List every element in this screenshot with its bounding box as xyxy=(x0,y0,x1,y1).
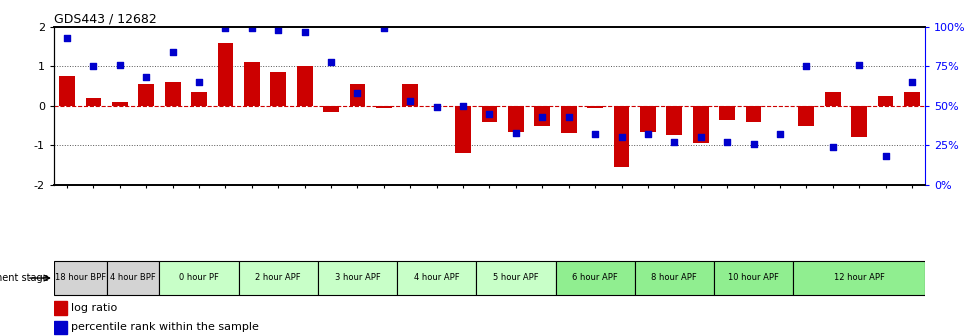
Point xyxy=(666,139,682,145)
FancyBboxPatch shape xyxy=(54,261,107,295)
Point xyxy=(877,154,893,159)
Text: 12 hour APF: 12 hour APF xyxy=(833,273,884,282)
FancyBboxPatch shape xyxy=(318,261,397,295)
Bar xyxy=(798,106,814,126)
Bar xyxy=(217,43,233,106)
Text: 4 hour BPF: 4 hour BPF xyxy=(111,273,156,282)
Bar xyxy=(138,84,154,106)
Point xyxy=(85,64,101,69)
FancyBboxPatch shape xyxy=(476,261,555,295)
Point xyxy=(534,114,550,120)
Point xyxy=(244,26,259,31)
Point xyxy=(613,135,629,140)
FancyBboxPatch shape xyxy=(239,261,318,295)
Point xyxy=(692,135,708,140)
Bar xyxy=(111,102,128,106)
Text: GDS443 / 12682: GDS443 / 12682 xyxy=(54,13,156,26)
Point xyxy=(719,139,734,145)
Bar xyxy=(903,92,919,106)
Point xyxy=(376,26,391,31)
Text: 2 hour APF: 2 hour APF xyxy=(255,273,301,282)
Bar xyxy=(876,96,893,106)
Point xyxy=(640,132,655,137)
Text: 6 hour APF: 6 hour APF xyxy=(572,273,617,282)
FancyBboxPatch shape xyxy=(107,261,159,295)
Text: 5 hour APF: 5 hour APF xyxy=(493,273,538,282)
Point xyxy=(164,49,180,55)
Bar xyxy=(191,92,206,106)
Bar xyxy=(54,321,67,334)
Point xyxy=(824,144,840,150)
Text: 0 hour PF: 0 hour PF xyxy=(179,273,219,282)
Point xyxy=(191,80,206,85)
Bar xyxy=(54,301,67,315)
Point xyxy=(745,141,761,146)
Point xyxy=(323,59,338,64)
Point xyxy=(428,105,444,110)
Point xyxy=(217,26,233,31)
Bar xyxy=(508,106,523,131)
Bar xyxy=(534,106,550,126)
Point xyxy=(270,27,286,33)
Bar xyxy=(640,106,655,131)
Text: 8 hour APF: 8 hour APF xyxy=(650,273,696,282)
Bar xyxy=(850,106,867,137)
FancyBboxPatch shape xyxy=(159,261,239,295)
Point xyxy=(138,75,154,80)
Bar xyxy=(270,72,286,106)
Bar xyxy=(719,106,734,120)
Point xyxy=(904,80,919,85)
Bar xyxy=(323,106,338,112)
Bar xyxy=(455,106,470,153)
FancyBboxPatch shape xyxy=(634,261,713,295)
Point xyxy=(772,132,787,137)
Point xyxy=(455,103,470,109)
Point xyxy=(349,90,365,96)
FancyBboxPatch shape xyxy=(397,261,476,295)
Point xyxy=(798,64,814,69)
FancyBboxPatch shape xyxy=(555,261,634,295)
Point xyxy=(111,62,127,68)
Point xyxy=(296,29,312,34)
Bar xyxy=(613,106,629,167)
Bar xyxy=(745,106,761,122)
Bar xyxy=(666,106,682,135)
Text: percentile rank within the sample: percentile rank within the sample xyxy=(71,323,259,333)
Text: log ratio: log ratio xyxy=(71,303,117,313)
Point xyxy=(851,62,867,68)
Bar xyxy=(692,106,708,143)
Point xyxy=(560,114,576,120)
Bar xyxy=(296,66,312,106)
Bar xyxy=(560,106,576,133)
Text: 4 hour APF: 4 hour APF xyxy=(414,273,459,282)
Bar xyxy=(376,106,391,108)
Point xyxy=(508,130,523,135)
Bar xyxy=(481,106,497,122)
Text: development stage: development stage xyxy=(0,273,49,283)
Bar xyxy=(824,92,840,106)
Text: 10 hour APF: 10 hour APF xyxy=(728,273,778,282)
Bar xyxy=(85,98,102,106)
Bar xyxy=(587,106,602,108)
Point xyxy=(402,98,418,104)
Bar xyxy=(349,84,365,106)
Text: 3 hour APF: 3 hour APF xyxy=(334,273,380,282)
Bar xyxy=(59,76,75,106)
Point xyxy=(587,132,602,137)
Bar xyxy=(164,82,180,106)
Text: 18 hour BPF: 18 hour BPF xyxy=(55,273,106,282)
Point xyxy=(481,111,497,116)
FancyBboxPatch shape xyxy=(792,261,924,295)
FancyBboxPatch shape xyxy=(713,261,792,295)
Bar xyxy=(244,62,259,106)
Bar xyxy=(402,84,418,106)
Point xyxy=(59,35,74,41)
